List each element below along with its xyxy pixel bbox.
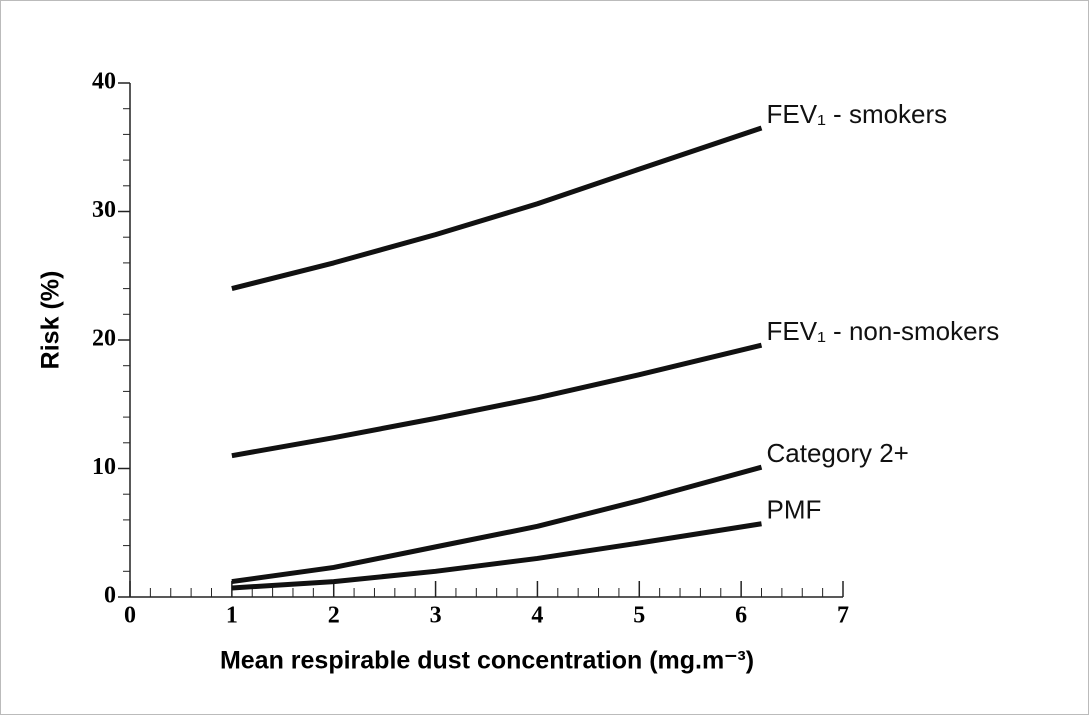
y-tick-label: 20 xyxy=(92,326,116,352)
series-label: FEV₁ - non-smokers xyxy=(767,316,1000,346)
series-line xyxy=(231,464,763,585)
x-tick-label: 7 xyxy=(837,603,849,629)
x-tick-label: 1 xyxy=(226,603,238,629)
series-label: Category 2+ xyxy=(767,438,909,468)
x-tick-label: 3 xyxy=(430,603,442,629)
y-tick-label: 30 xyxy=(92,197,116,223)
x-axis-title: Mean respirable dust concentration (mg.m… xyxy=(220,647,754,675)
x-tick-label: 2 xyxy=(328,603,340,629)
x-tick-label: 4 xyxy=(531,603,543,629)
series-line xyxy=(231,342,763,459)
y-tick-label: 10 xyxy=(92,454,116,480)
series-line xyxy=(231,125,763,292)
y-tick-label: 0 xyxy=(104,583,116,609)
x-tick-label: 0 xyxy=(124,603,136,629)
y-axis-title: Risk (%) xyxy=(37,271,65,370)
x-tick-label: 5 xyxy=(633,603,645,629)
y-tick-label: 40 xyxy=(92,69,116,95)
x-tick-label: 6 xyxy=(735,603,747,629)
series-line xyxy=(231,521,762,591)
series-label: FEV₁ - smokers xyxy=(767,99,948,129)
series-label: PMF xyxy=(767,495,822,525)
